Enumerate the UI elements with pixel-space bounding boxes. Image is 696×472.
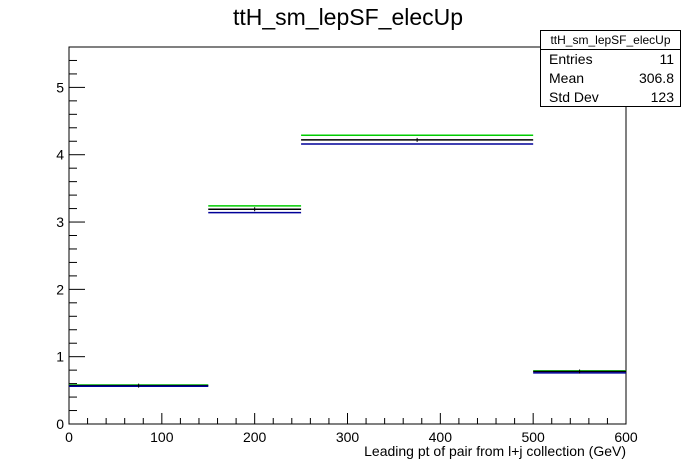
y-tick-label: 0 xyxy=(56,416,64,432)
y-tick-label: 2 xyxy=(56,281,64,297)
series-0 xyxy=(69,134,626,386)
stats-value: 123 xyxy=(650,89,674,105)
y-tick-label: 3 xyxy=(56,214,64,230)
histogram-series xyxy=(69,134,626,388)
stats-box: ttH_sm_lepSF_elecUp Entries 11 Mean 306.… xyxy=(540,30,681,107)
x-tick-label: 200 xyxy=(243,429,267,445)
x-tick-label: 500 xyxy=(521,429,545,445)
series-1 xyxy=(69,139,626,387)
chart-title: ttH_sm_lepSF_elecUp xyxy=(232,4,464,30)
stats-label: Entries xyxy=(549,51,593,67)
axis-ticks: 0 100 200 300 400 500 600 0 1 2 3 4 5 xyxy=(56,46,638,445)
x-tick-label: 300 xyxy=(336,429,360,445)
stats-row-entries: Entries 11 xyxy=(541,50,680,69)
x-tick-label: 400 xyxy=(429,429,453,445)
y-tick-label: 5 xyxy=(56,79,64,95)
y-tick-label: 1 xyxy=(56,349,64,365)
stats-row-mean: Mean 306.8 xyxy=(541,69,680,88)
stats-label: Mean xyxy=(549,70,585,86)
x-tick-label: 0 xyxy=(65,429,73,445)
x-axis-label: Leading pt of pair from l+j collection (… xyxy=(364,443,626,459)
x-tick-label: 100 xyxy=(150,429,174,445)
series-2 xyxy=(69,143,626,388)
y-tick-label: 4 xyxy=(56,147,64,163)
stats-label: Std Dev xyxy=(549,89,599,105)
x-tick-label: 600 xyxy=(614,429,638,445)
stats-value: 11 xyxy=(659,51,674,67)
stats-value: 306.8 xyxy=(638,70,674,86)
stats-box-title: ttH_sm_lepSF_elecUp xyxy=(541,31,680,50)
stats-row-stddev: Std Dev 123 xyxy=(541,88,680,107)
